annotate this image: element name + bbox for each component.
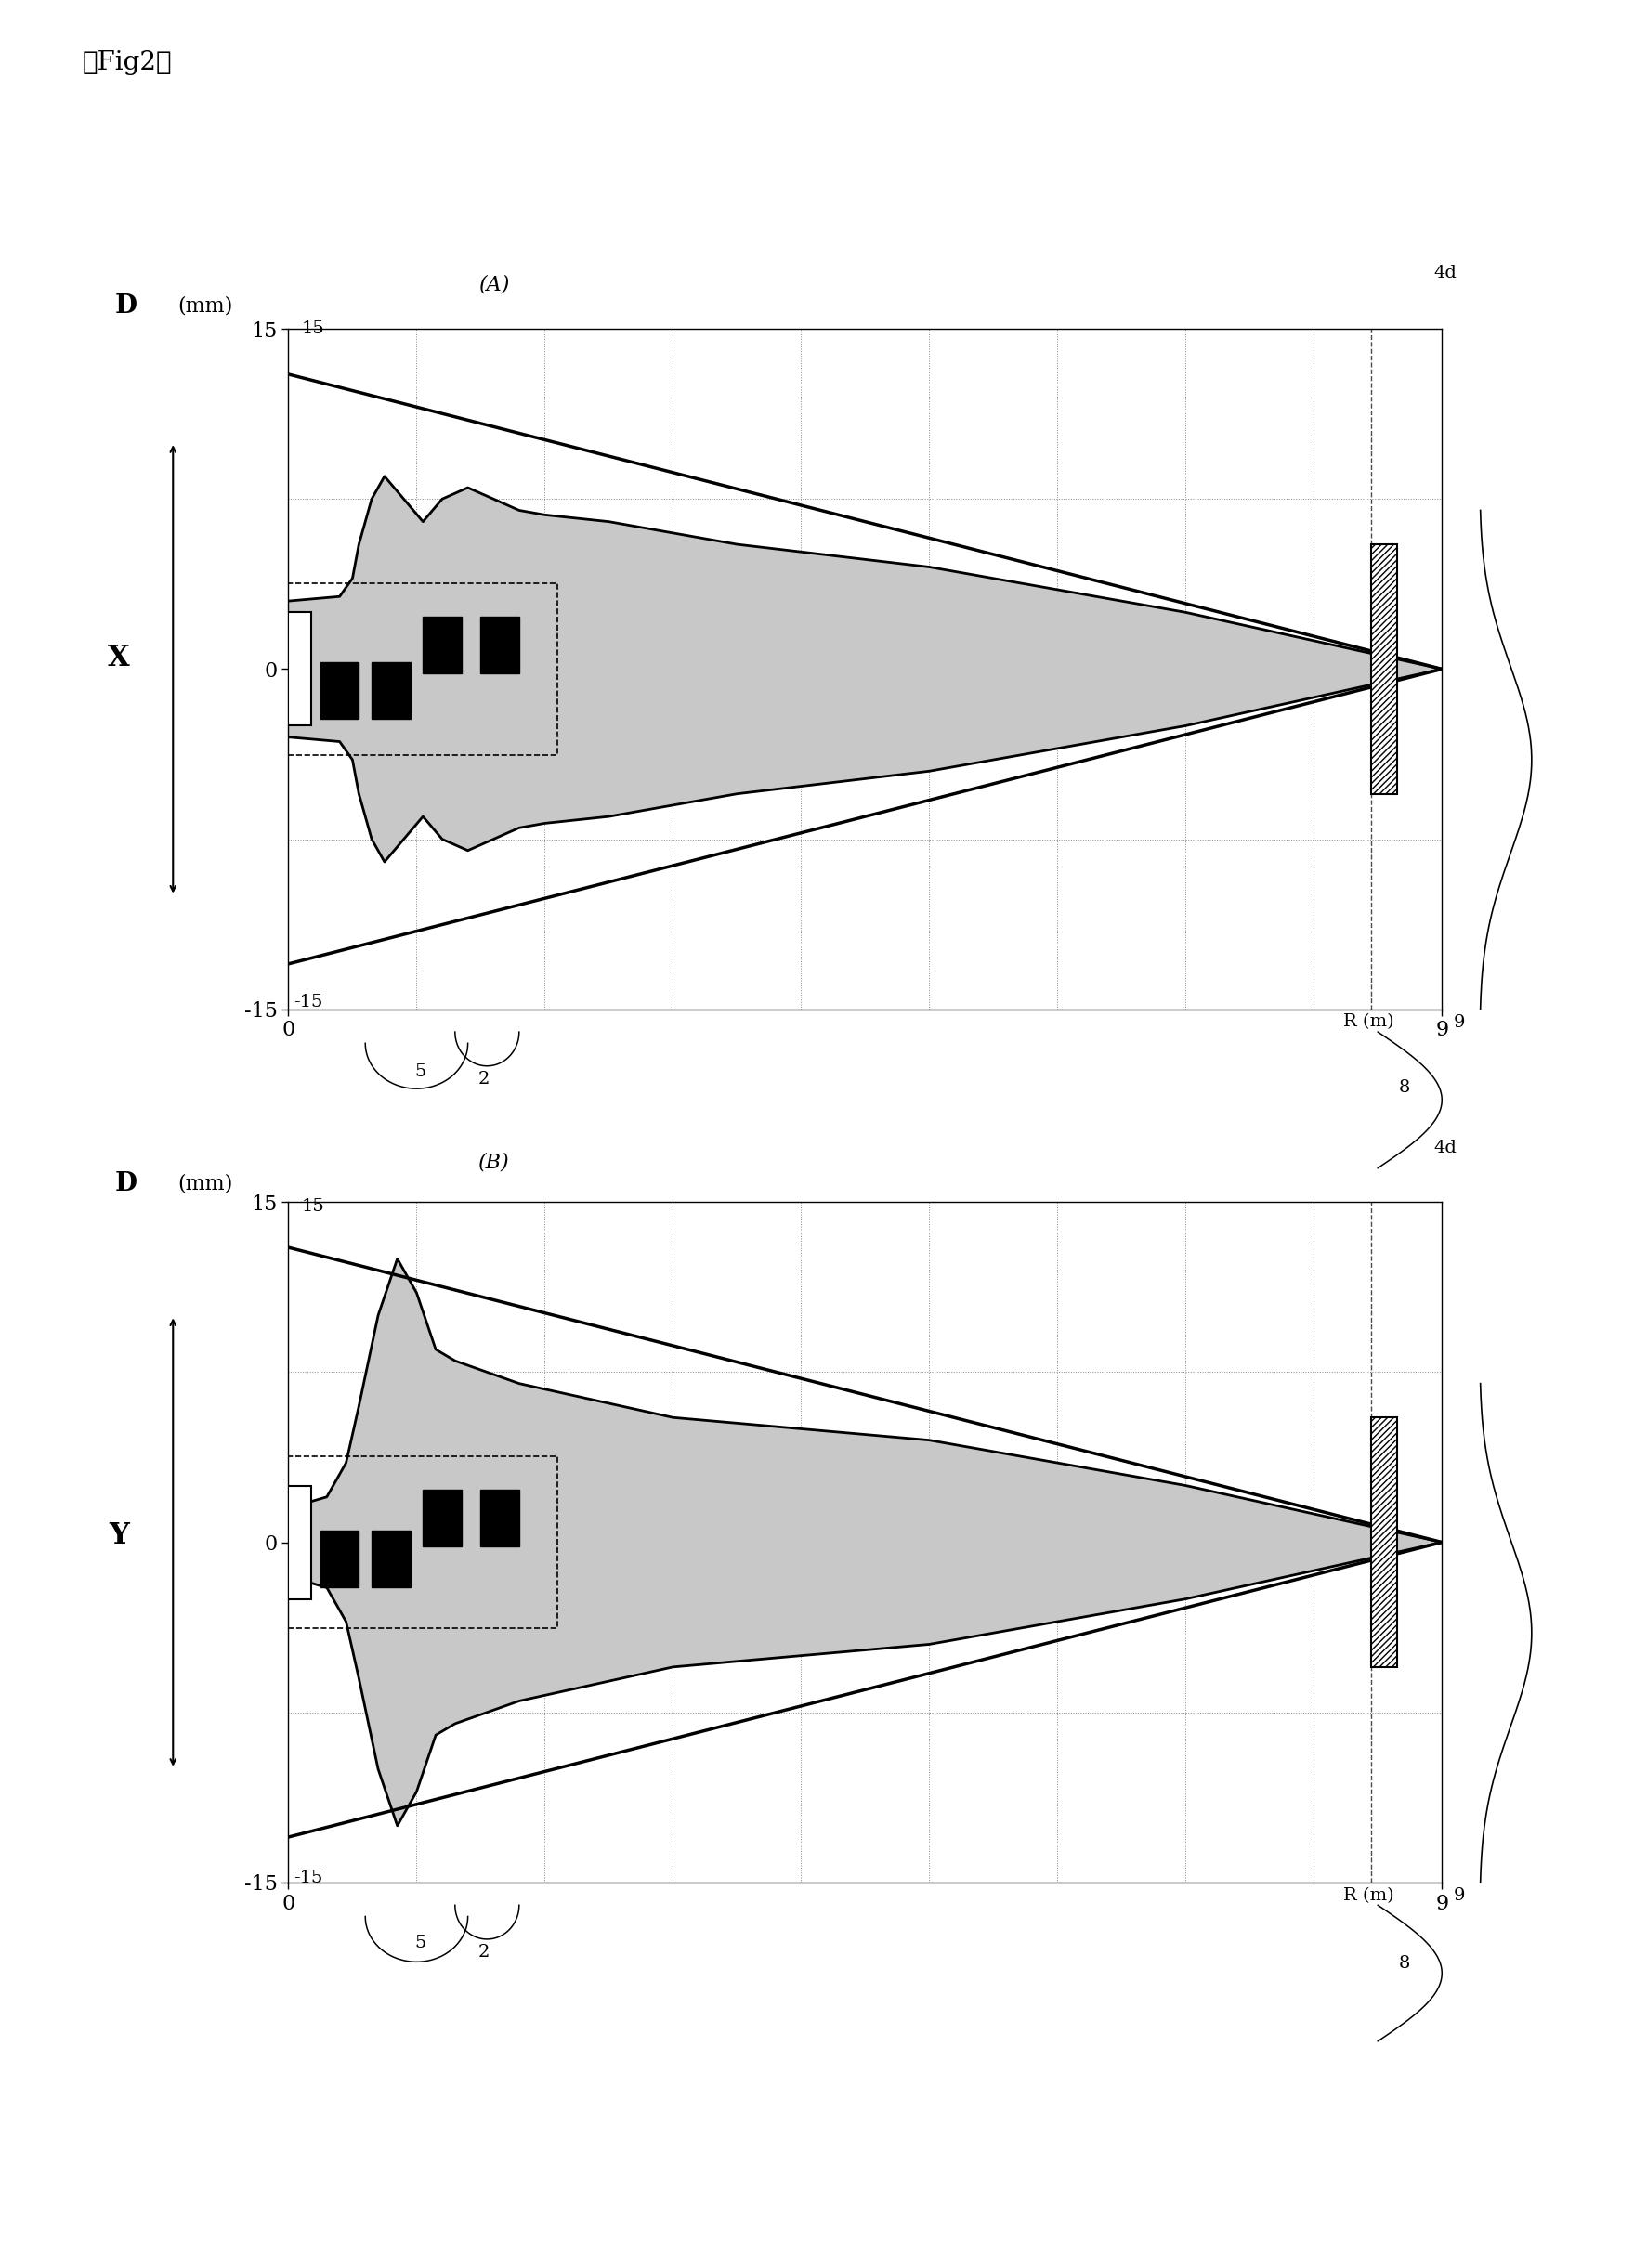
Text: R (m): R (m) xyxy=(1342,1887,1393,1903)
Bar xyxy=(481,1490,519,1547)
Bar xyxy=(423,617,461,674)
Text: (mm): (mm) xyxy=(178,1173,232,1195)
Bar xyxy=(320,662,359,719)
Text: 4d: 4d xyxy=(1433,265,1456,281)
Text: X: X xyxy=(107,644,130,671)
Text: 9: 9 xyxy=(1453,1887,1464,1903)
Text: 5: 5 xyxy=(415,1935,425,1950)
Bar xyxy=(1370,1418,1397,1667)
Text: 8: 8 xyxy=(1398,1080,1408,1095)
Text: (mm): (mm) xyxy=(178,295,232,318)
Text: 5: 5 xyxy=(415,1064,425,1080)
Text: 2: 2 xyxy=(478,1944,489,1960)
Bar xyxy=(372,662,410,719)
Text: 8: 8 xyxy=(1398,1955,1408,1971)
Text: 4d: 4d xyxy=(1433,1141,1456,1157)
Text: 15: 15 xyxy=(301,1198,324,1216)
Text: -15: -15 xyxy=(293,993,323,1012)
Bar xyxy=(288,612,311,726)
Polygon shape xyxy=(288,1259,1441,1826)
Text: 2: 2 xyxy=(478,1070,489,1086)
Text: 15: 15 xyxy=(301,320,324,338)
Text: R (m): R (m) xyxy=(1342,1014,1393,1030)
Text: 【Fig2】: 【Fig2】 xyxy=(82,50,171,75)
Text: D: D xyxy=(115,293,138,320)
Bar xyxy=(320,1531,359,1588)
Text: 9: 9 xyxy=(1453,1014,1464,1030)
Text: Y: Y xyxy=(109,1522,128,1549)
Text: (A): (A) xyxy=(479,274,509,295)
Bar xyxy=(372,1531,410,1588)
Bar xyxy=(481,617,519,674)
Text: D: D xyxy=(115,1170,138,1198)
Polygon shape xyxy=(288,476,1441,862)
Bar xyxy=(1370,544,1397,794)
Text: (B): (B) xyxy=(479,1152,509,1173)
Bar xyxy=(288,1486,311,1599)
Text: -15: -15 xyxy=(293,1869,323,1887)
Bar xyxy=(423,1490,461,1547)
